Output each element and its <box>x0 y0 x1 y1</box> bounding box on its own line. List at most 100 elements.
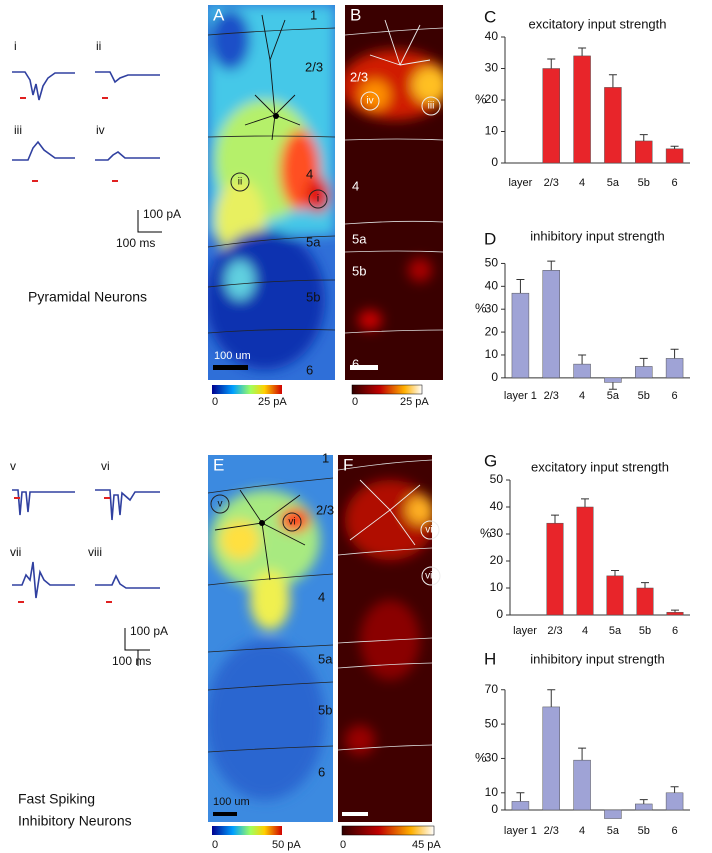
colorbar-label: 25 pA <box>400 396 429 408</box>
layer-label: 2/3 <box>316 502 334 517</box>
layer-label: 4 <box>352 178 359 193</box>
bar <box>636 587 654 616</box>
layer-label: 6 <box>306 362 313 377</box>
panel-letter: H <box>484 649 496 668</box>
caption: Pyramidal Neurons <box>28 289 147 305</box>
bar <box>606 575 624 616</box>
trace-label: vi <box>101 459 110 473</box>
colorbar-label: 25 pA <box>258 396 287 408</box>
error-bar <box>578 747 587 761</box>
heatmap-f <box>338 455 432 822</box>
x-tick-label: 6 <box>672 390 678 402</box>
trace-label: v <box>10 459 16 473</box>
bar <box>666 612 684 616</box>
x-tick-label: 2/3 <box>544 390 559 402</box>
y-tick-label: 40 <box>490 499 504 513</box>
bar <box>665 792 684 811</box>
x-tick-label: layer 1 <box>504 825 537 837</box>
y-tick-label: 30 <box>490 526 504 540</box>
error-bar <box>641 582 649 588</box>
chart-title: excitatory input strength <box>531 459 669 474</box>
error-bar <box>608 74 617 88</box>
panel-letter: B <box>350 5 361 24</box>
y-tick-label: 10 <box>485 785 499 799</box>
layer-label: 5b <box>318 702 332 717</box>
y-tick-label: 0 <box>491 155 498 169</box>
site-label: vii <box>425 525 434 536</box>
error-bar <box>670 348 679 359</box>
bar <box>542 706 560 811</box>
layer-label: 6 <box>352 356 359 371</box>
trace-label: vii <box>10 545 21 559</box>
y-tick-label: 20 <box>490 553 504 567</box>
chart-title: excitatory input strength <box>528 16 666 31</box>
bar <box>542 68 560 164</box>
scale-label: 100 ms <box>112 654 151 668</box>
bar <box>635 803 653 811</box>
site-label: viii <box>425 571 437 582</box>
x-tick-label: 6 <box>672 825 678 837</box>
y-axis-label: % <box>475 91 487 106</box>
scale-label: 100 um <box>213 796 250 808</box>
trace-label: i <box>14 39 17 53</box>
panel-letter: F <box>343 455 353 474</box>
y-axis-label: % <box>475 750 487 765</box>
heatmap-e <box>208 455 333 822</box>
layer-label: 2/3 <box>305 59 323 74</box>
colorbar-label: 0 <box>340 839 346 851</box>
site-label: ii <box>238 177 242 188</box>
x-tick-label: 4 <box>582 625 588 637</box>
chart-title: inhibitory input strength <box>530 651 664 666</box>
y-tick-label: 40 <box>485 278 499 292</box>
bar <box>635 366 653 379</box>
colorbar <box>351 384 423 395</box>
error-bar <box>547 58 556 69</box>
x-tick-label: layer <box>513 625 537 637</box>
site-label: i <box>317 194 319 205</box>
x-tick-label: 5b <box>638 390 650 402</box>
layer-label: 5a <box>352 231 367 246</box>
y-tick-label: 30 <box>485 301 499 315</box>
bar <box>604 377 622 383</box>
x-tick-label: 4 <box>579 177 585 189</box>
layer-label: 5b <box>352 263 366 278</box>
y-tick-label: 0 <box>491 370 498 384</box>
site-circles <box>360 91 441 586</box>
panel-letter: D <box>484 229 496 248</box>
error-bar <box>547 260 556 271</box>
x-tick-label: 5a <box>609 625 622 637</box>
x-tick-label: 5b <box>638 825 650 837</box>
colorbar <box>212 385 282 394</box>
y-tick-label: 0 <box>496 607 503 621</box>
bar <box>542 270 560 379</box>
heatmap-b <box>345 5 443 380</box>
bar <box>573 759 591 811</box>
chart-title: inhibitory input strength <box>530 228 664 243</box>
layer-label: 5a <box>318 651 333 666</box>
caption: Inhibitory Neurons <box>18 813 132 829</box>
stim-marks <box>14 97 118 603</box>
layer-label: 2/3 <box>350 69 368 84</box>
site-label: vi <box>288 517 295 528</box>
y-axis-label: % <box>480 525 492 540</box>
trace-label: viii <box>88 545 102 559</box>
bar <box>576 506 594 616</box>
y-tick-label: 10 <box>485 347 499 361</box>
bar <box>511 292 530 379</box>
error-bar <box>639 357 648 367</box>
heatmap-a <box>208 5 335 380</box>
bar <box>546 522 564 616</box>
error-bar <box>670 145 679 149</box>
colorbar-label: 0 <box>352 396 358 408</box>
error-bar <box>578 354 587 365</box>
layer-label: 4 <box>318 589 325 604</box>
layer-label: 5b <box>306 289 320 304</box>
layer-label: 1 <box>310 7 317 22</box>
error-bar <box>670 786 679 793</box>
colorbar-label: 0 <box>212 396 218 408</box>
bar <box>604 87 622 164</box>
colorbar-label: 45 pA <box>412 839 441 851</box>
colorbar-label: 0 <box>212 839 218 851</box>
y-tick-label: 70 <box>485 682 499 696</box>
scale-label: 100 ms <box>116 236 155 250</box>
